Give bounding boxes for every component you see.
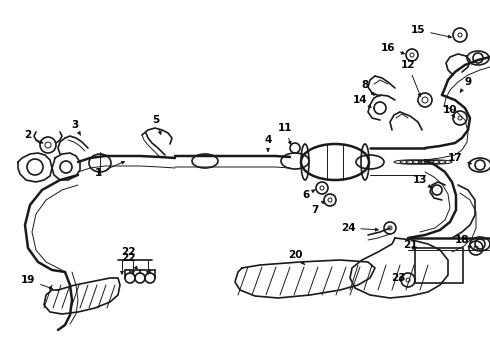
- Text: 20: 20: [288, 250, 305, 265]
- Text: 17: 17: [448, 153, 471, 164]
- Bar: [415, 248, 463, 283]
- Text: 6: 6: [302, 190, 315, 200]
- Text: 16: 16: [381, 43, 404, 54]
- Text: 3: 3: [72, 120, 80, 135]
- Text: 11: 11: [278, 123, 292, 144]
- Text: 13: 13: [413, 175, 431, 188]
- Text: 22: 22: [121, 253, 137, 269]
- Text: 15: 15: [411, 25, 451, 38]
- Text: 5: 5: [152, 115, 161, 134]
- Text: 10: 10: [443, 105, 457, 118]
- Text: 23: 23: [391, 273, 405, 283]
- Text: 1: 1: [95, 161, 124, 178]
- Text: 7: 7: [311, 201, 324, 215]
- Text: 9: 9: [460, 77, 471, 92]
- Text: 21: 21: [403, 240, 417, 250]
- Text: 12: 12: [401, 60, 421, 96]
- Text: 19: 19: [21, 275, 52, 289]
- Text: 22: 22: [121, 247, 135, 257]
- Text: 8: 8: [361, 80, 374, 95]
- Text: 4: 4: [264, 135, 271, 151]
- Text: 24: 24: [341, 223, 378, 233]
- Text: 2: 2: [24, 130, 43, 143]
- Text: 18: 18: [455, 235, 472, 248]
- Text: 14: 14: [353, 95, 371, 107]
